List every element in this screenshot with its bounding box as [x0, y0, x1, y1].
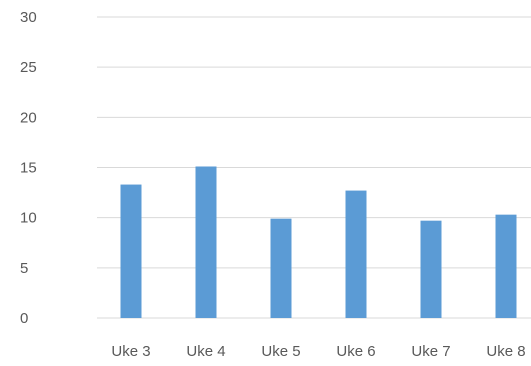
bar-uke-3 — [120, 184, 142, 318]
x-tick-label: Uke 5 — [261, 343, 300, 360]
bar-uke-4 — [195, 166, 217, 318]
x-tick-label: Uke 6 — [336, 343, 375, 360]
y-tick-label: 30 — [20, 9, 37, 26]
x-tick-label: Uke 4 — [186, 343, 225, 360]
y-tick-label: 10 — [20, 210, 37, 227]
bar-uke-8 — [495, 214, 517, 318]
x-axis: Uke 3 Uke 4 Uke 5 Uke 6 Uke 7 Uke 8 — [111, 343, 525, 360]
y-tick-label: 25 — [20, 59, 37, 76]
bars — [120, 166, 517, 318]
y-tick-label: 5 — [20, 260, 28, 277]
x-tick-label: Uke 8 — [486, 343, 525, 360]
y-axis: 0 5 10 15 20 25 30 — [20, 9, 37, 327]
gridlines — [97, 16, 531, 319]
x-tick-label: Uke 7 — [411, 343, 450, 360]
bar-uke-6 — [345, 190, 367, 318]
x-tick-label: Uke 3 — [111, 343, 150, 360]
y-tick-label: 20 — [20, 109, 37, 126]
y-tick-label: 15 — [20, 160, 37, 177]
bar-uke-7 — [420, 220, 442, 318]
bar-uke-5 — [270, 218, 292, 318]
y-tick-label: 0 — [20, 310, 28, 327]
